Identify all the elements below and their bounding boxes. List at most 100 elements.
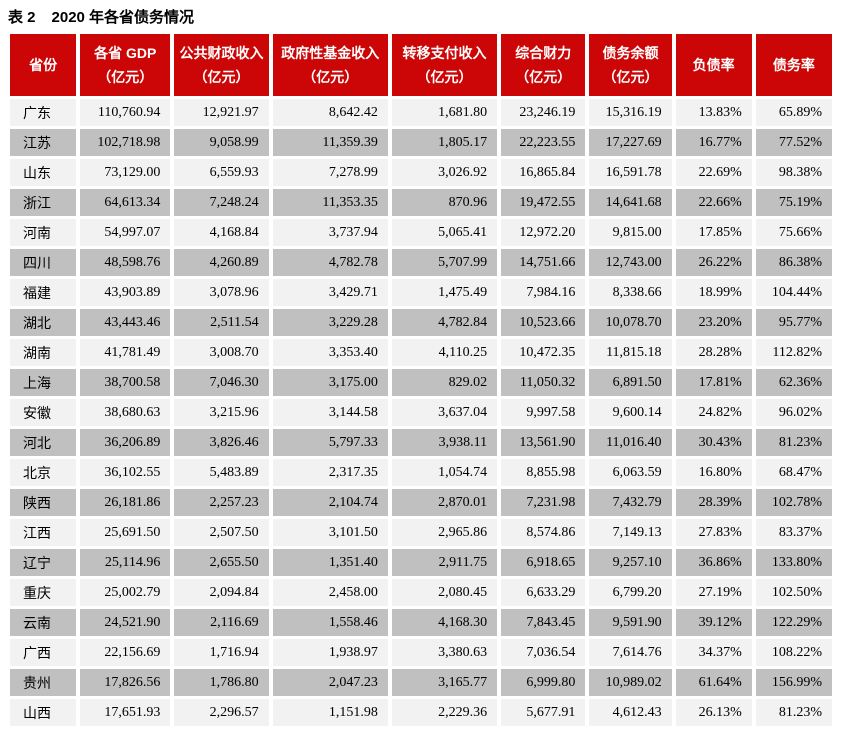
value-cell: 30.43% (675, 429, 752, 456)
value-cell: 26.13% (675, 699, 752, 726)
value-cell: 122.29% (755, 609, 832, 636)
value-cell: 10,523.66 (501, 309, 586, 336)
value-cell: 102.78% (755, 489, 832, 516)
value-cell: 11,353.35 (272, 189, 388, 216)
value-cell: 14,751.66 (501, 249, 586, 276)
value-cell: 2,965.86 (391, 519, 498, 546)
value-cell: 5,065.41 (391, 219, 498, 246)
value-cell: 104.44% (755, 279, 832, 306)
value-cell: 7,036.54 (501, 639, 586, 666)
value-cell: 8,338.66 (589, 279, 672, 306)
table-row: 湖北 43,443.46 2,511.54 3,229.28 4,782.84 10,52… (10, 309, 832, 336)
value-cell: 61.64% (675, 669, 752, 696)
value-cell: 2,507.50 (174, 519, 269, 546)
province-cell: 北京 (10, 459, 77, 486)
header-row: 省份 各省 GDP（亿元） 公共财政收入（亿元） 政府性基金收入（亿元） 转移支付收入（… (10, 34, 832, 96)
value-cell: 19,472.55 (501, 189, 586, 216)
value-cell: 112.82% (755, 339, 832, 366)
value-cell: 10,989.02 (589, 669, 672, 696)
value-cell: 23,246.19 (501, 99, 586, 126)
value-cell: 7,432.79 (589, 489, 672, 516)
column-header-1: 各省 GDP（亿元） (80, 34, 171, 96)
value-cell: 2,655.50 (174, 549, 269, 576)
province-cell: 湖南 (10, 339, 77, 366)
value-cell: 2,257.23 (174, 489, 269, 516)
value-cell: 26,181.86 (80, 489, 171, 516)
value-cell: 25,114.96 (80, 549, 171, 576)
value-cell: 12,972.20 (501, 219, 586, 246)
value-cell: 108.22% (755, 639, 832, 666)
value-cell: 36,206.89 (80, 429, 171, 456)
value-cell: 11,016.40 (589, 429, 672, 456)
value-cell: 2,104.74 (272, 489, 388, 516)
document-page: 表 2 2020 年各省债务情况 省份 各省 GDP（亿元） 公共财政收入（亿元） 政府… (8, 9, 832, 726)
table-body: 广东 110,760.94 12,921.97 8,642.42 1,681.80 23,… (10, 99, 832, 726)
table-row: 山西 17,651.93 2,296.57 1,151.98 2,229.36 5,677… (10, 699, 832, 726)
table-row: 山东 73,129.00 6,559.93 7,278.99 3,026.92 16,86… (10, 159, 832, 186)
table-row: 辽宁 25,114.96 2,655.50 1,351.40 2,911.75 6,918… (10, 549, 832, 576)
value-cell: 1,716.94 (174, 639, 269, 666)
table-row: 贵州 17,826.56 1,786.80 2,047.23 3,165.77 6,999… (10, 669, 832, 696)
province-cell: 河南 (10, 219, 77, 246)
value-cell: 3,938.11 (391, 429, 498, 456)
value-cell: 24.82% (675, 399, 752, 426)
province-cell: 山东 (10, 159, 77, 186)
value-cell: 4,168.30 (391, 609, 498, 636)
value-cell: 870.96 (391, 189, 498, 216)
province-cell: 江苏 (10, 129, 77, 156)
value-cell: 829.02 (391, 369, 498, 396)
province-cell: 湖北 (10, 309, 77, 336)
column-header-8: 债务率 (755, 34, 832, 96)
value-cell: 7,231.98 (501, 489, 586, 516)
value-cell: 2,094.84 (174, 579, 269, 606)
province-cell: 广东 (10, 99, 77, 126)
value-cell: 8,642.42 (272, 99, 388, 126)
province-cell: 云南 (10, 609, 77, 636)
value-cell: 36,102.55 (80, 459, 171, 486)
province-cell: 上海 (10, 369, 77, 396)
value-cell: 1,938.97 (272, 639, 388, 666)
value-cell: 7,278.99 (272, 159, 388, 186)
value-cell: 1,475.49 (391, 279, 498, 306)
table-row: 上海 38,700.58 7,046.30 3,175.00 829.02 11,050.… (10, 369, 832, 396)
column-header-4: 转移支付收入（亿元） (391, 34, 498, 96)
value-cell: 2,047.23 (272, 669, 388, 696)
value-cell: 3,165.77 (391, 669, 498, 696)
value-cell: 5,707.99 (391, 249, 498, 276)
value-cell: 22.66% (675, 189, 752, 216)
value-cell: 2,911.75 (391, 549, 498, 576)
value-cell: 24,521.90 (80, 609, 171, 636)
value-cell: 17,651.93 (80, 699, 171, 726)
table-row: 江西 25,691.50 2,507.50 3,101.50 2,965.86 8,574… (10, 519, 832, 546)
value-cell: 3,144.58 (272, 399, 388, 426)
value-cell: 2,229.36 (391, 699, 498, 726)
value-cell: 1,681.80 (391, 99, 498, 126)
value-cell: 2,317.35 (272, 459, 388, 486)
value-cell: 1,786.80 (174, 669, 269, 696)
table-row: 河南 54,997.07 4,168.84 3,737.94 5,065.41 12,97… (10, 219, 832, 246)
column-header-6: 债务余额（亿元） (589, 34, 672, 96)
value-cell: 2,870.01 (391, 489, 498, 516)
value-cell: 17,826.56 (80, 669, 171, 696)
province-cell: 四川 (10, 249, 77, 276)
value-cell: 4,168.84 (174, 219, 269, 246)
value-cell: 34.37% (675, 639, 752, 666)
value-cell: 3,026.92 (391, 159, 498, 186)
province-cell: 重庆 (10, 579, 77, 606)
value-cell: 1,151.98 (272, 699, 388, 726)
value-cell: 8,574.86 (501, 519, 586, 546)
value-cell: 75.19% (755, 189, 832, 216)
value-cell: 3,229.28 (272, 309, 388, 336)
value-cell: 3,215.96 (174, 399, 269, 426)
value-cell: 96.02% (755, 399, 832, 426)
value-cell: 12,921.97 (174, 99, 269, 126)
value-cell: 14,641.68 (589, 189, 672, 216)
value-cell: 4,782.78 (272, 249, 388, 276)
value-cell: 5,677.91 (501, 699, 586, 726)
value-cell: 9,600.14 (589, 399, 672, 426)
province-cell: 陕西 (10, 489, 77, 516)
column-header-3: 政府性基金收入（亿元） (272, 34, 388, 96)
column-header-0: 省份 (10, 34, 77, 96)
value-cell: 83.37% (755, 519, 832, 546)
value-cell: 7,614.76 (589, 639, 672, 666)
